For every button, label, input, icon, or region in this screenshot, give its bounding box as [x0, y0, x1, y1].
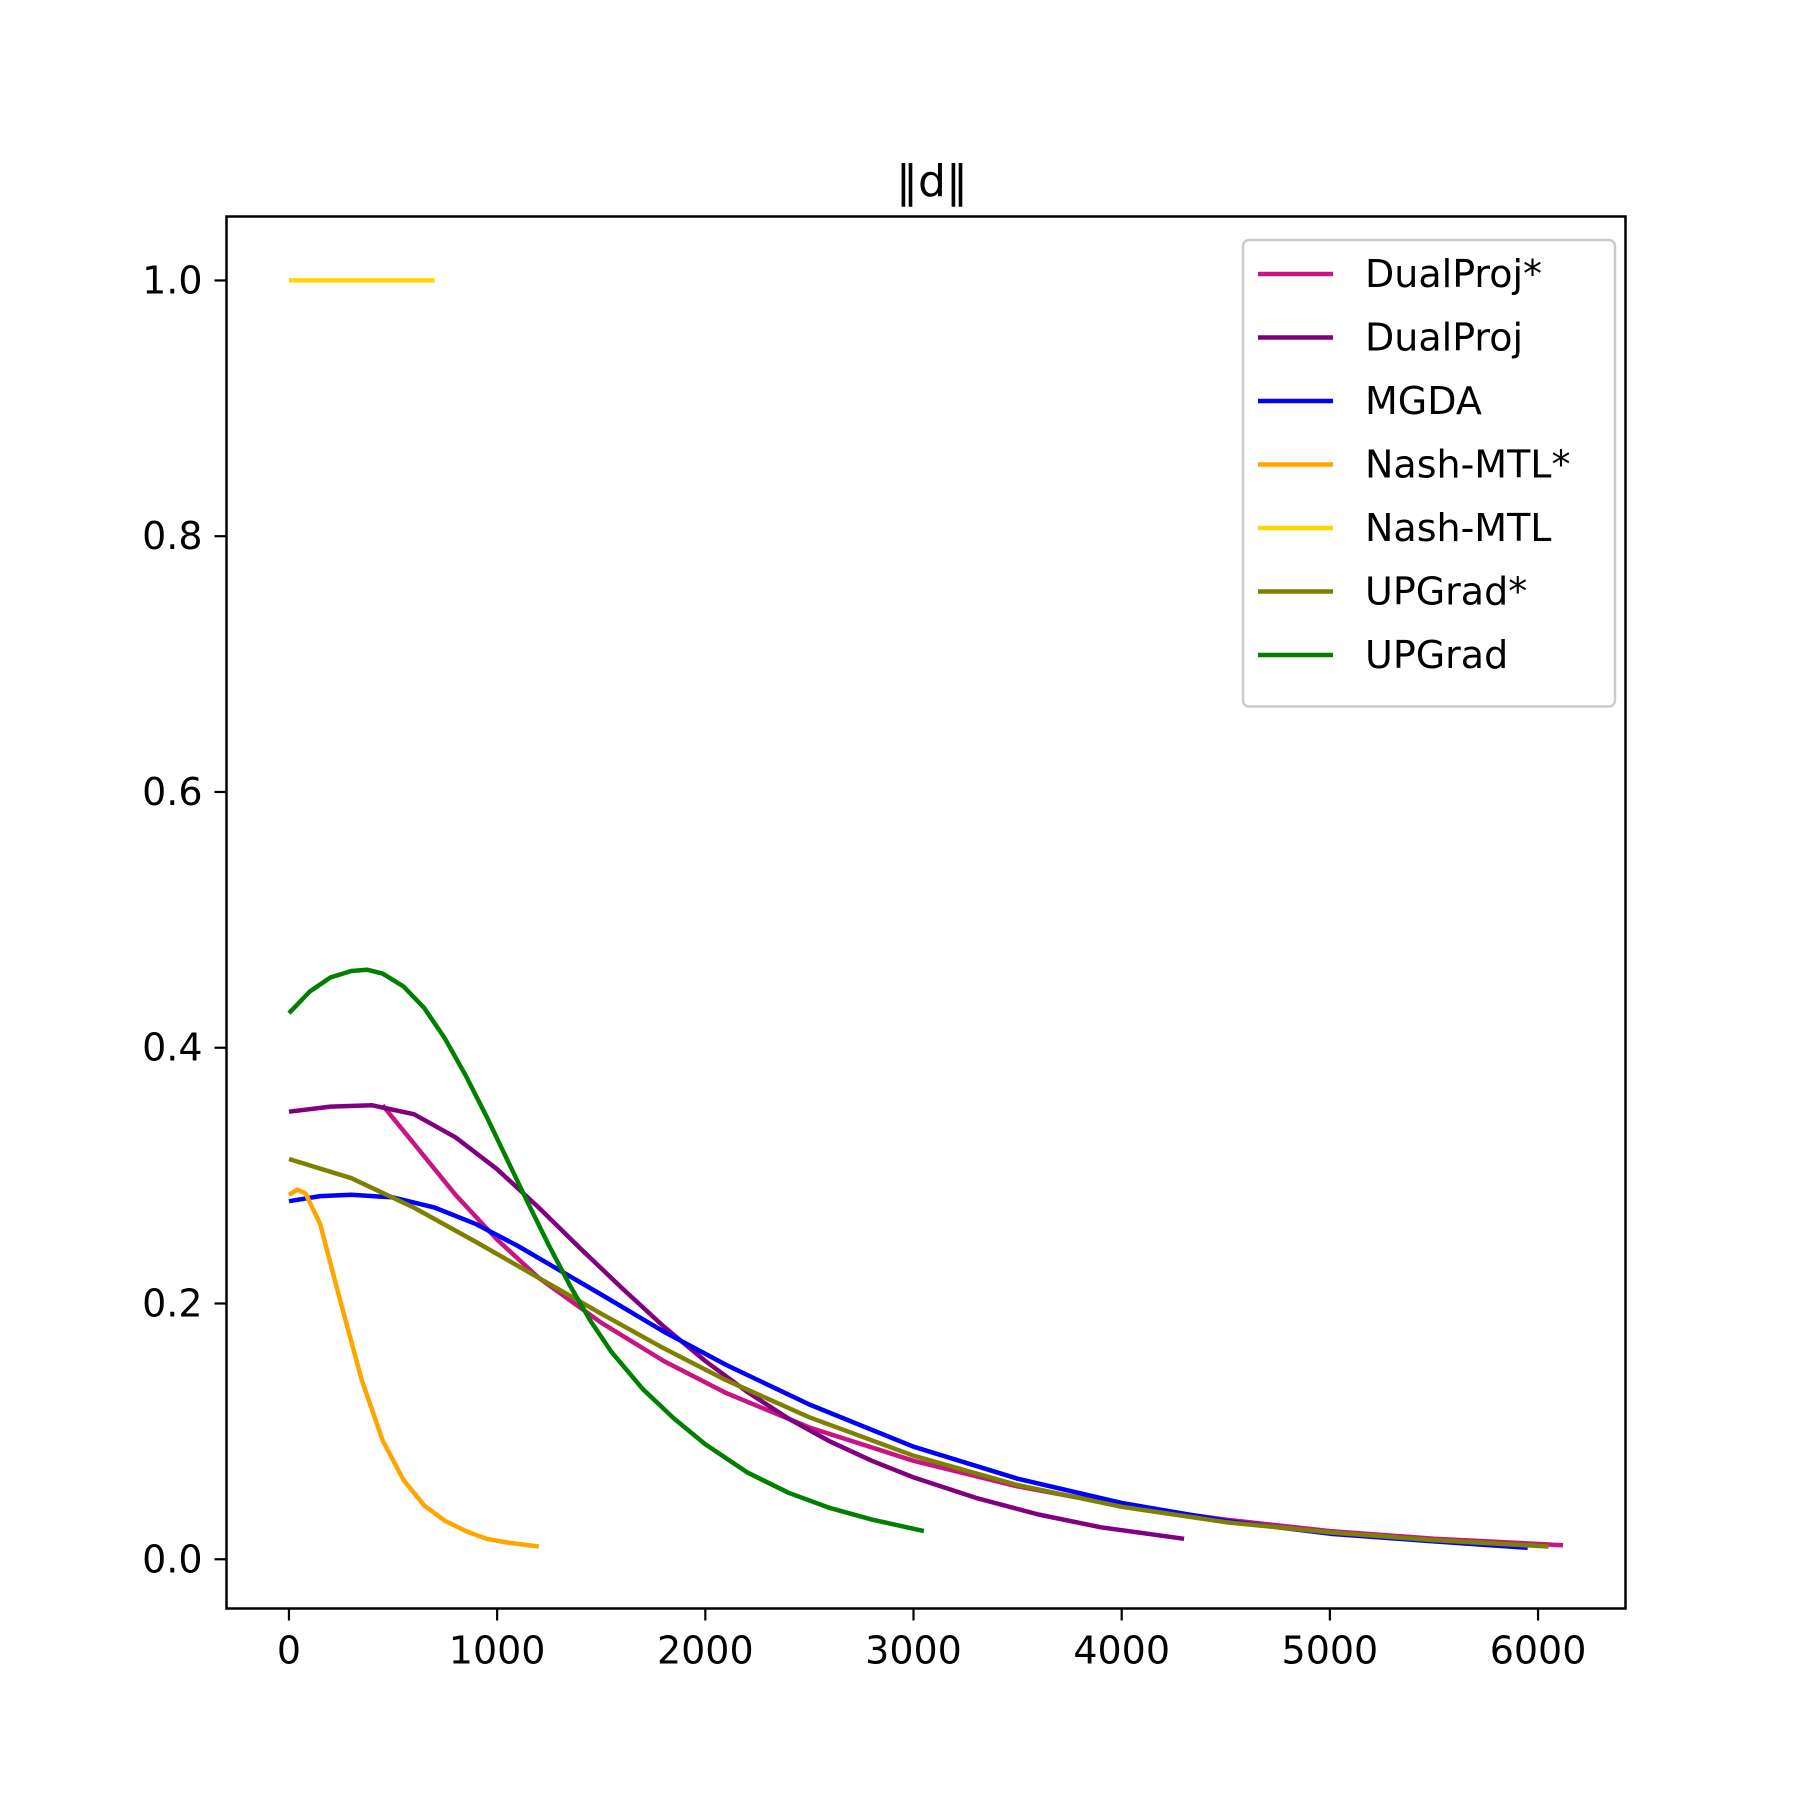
x-tick-label: 5000 — [1282, 1629, 1379, 1673]
x-axis: 0 1000 2000 3000 4000 5000 6000 — [277, 1608, 1587, 1673]
plot-frame — [225, 215, 1627, 1610]
x-tick-label: 3000 — [865, 1629, 962, 1673]
y-axis: 0.0 0.2 0.4 0.6 0.8 1.0 — [142, 258, 227, 1581]
chart-title: ‖d‖ — [896, 156, 968, 207]
series-line-upgrad-star — [288, 1156, 1549, 1549]
y-tick-label: 0.2 — [142, 1282, 202, 1326]
series-line-mgda — [288, 1192, 1528, 1551]
y-tick-label: 0.6 — [142, 770, 202, 814]
x-tick-label: 2000 — [657, 1629, 754, 1673]
legend-label: Nash-MTL — [1365, 506, 1551, 550]
legend: DualProj* DualProj MGDA Nash-MTL* Nash-MTL UP… — [1241, 238, 1617, 708]
x-tick-label: 6000 — [1490, 1629, 1587, 1673]
legend-label: DualProj — [1365, 316, 1523, 360]
series-line-upgrad — [287, 967, 925, 1534]
legend-label: Nash-MTL* — [1365, 443, 1570, 487]
x-tick-label: 1000 — [449, 1629, 546, 1673]
y-tick-label: 1.0 — [142, 258, 202, 302]
legend-label: DualProj* — [1365, 252, 1542, 296]
series-line-nash-mtl-star — [287, 1187, 540, 1549]
plot-area — [287, 278, 1564, 1551]
y-tick-label: 0.8 — [142, 514, 202, 558]
y-tick-label: 0.0 — [142, 1537, 202, 1581]
y-tick-label: 0.4 — [142, 1026, 202, 1070]
series-line-dualproj-star — [380, 1103, 1564, 1548]
legend-label: MGDA — [1365, 379, 1482, 423]
legend-box — [1241, 238, 1617, 708]
series-line-dualproj — [288, 1103, 1185, 1542]
x-tick-label: 0 — [277, 1629, 301, 1673]
x-tick-label: 4000 — [1073, 1629, 1170, 1673]
legend-label: UPGrad* — [1365, 570, 1527, 614]
legend-label: UPGrad — [1365, 633, 1508, 677]
